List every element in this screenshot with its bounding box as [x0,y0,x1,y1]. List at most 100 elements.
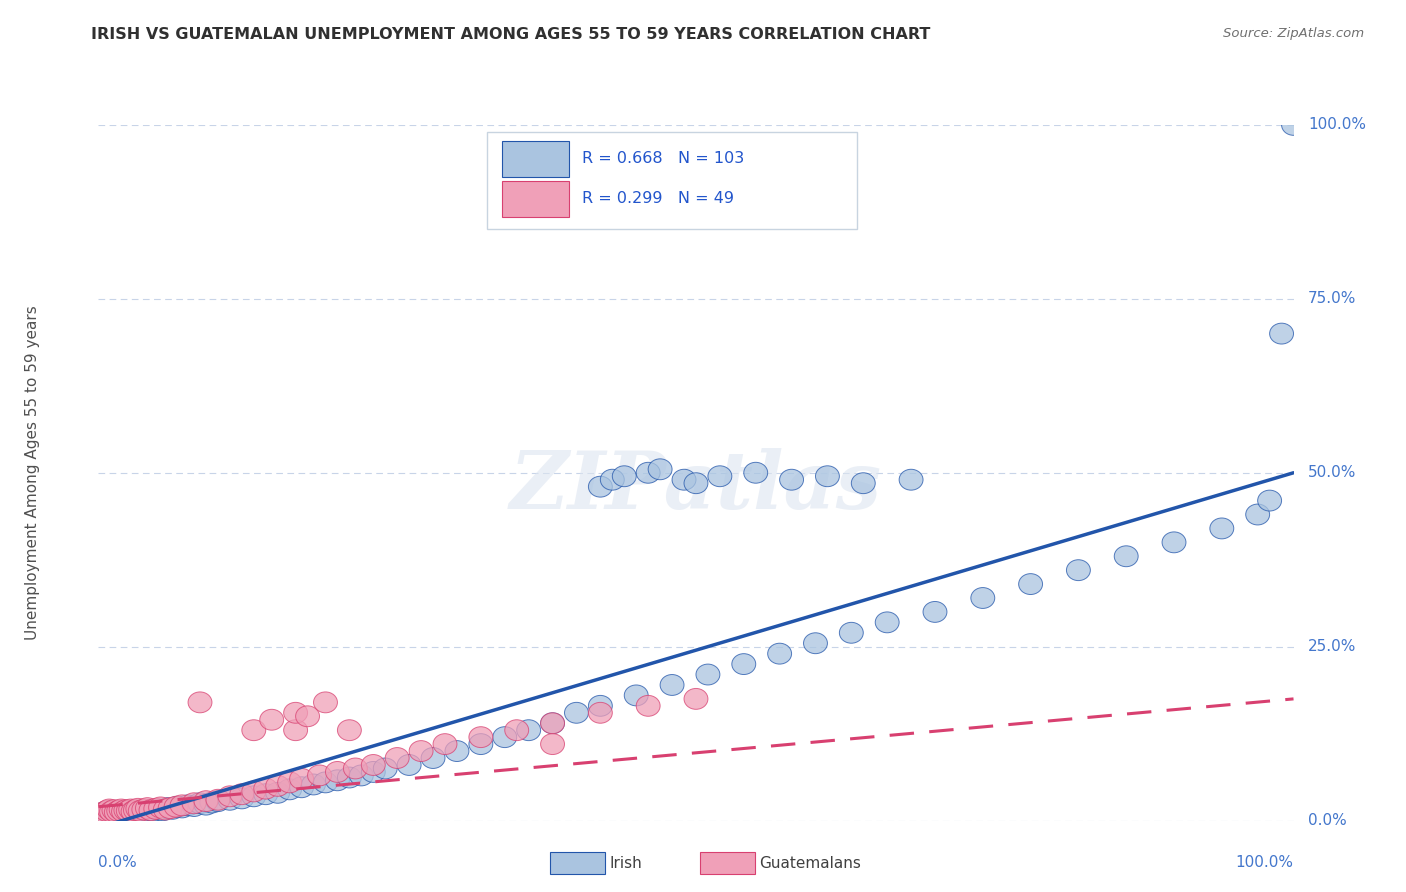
Ellipse shape [188,692,212,713]
Ellipse shape [636,696,661,716]
Ellipse shape [229,784,253,805]
Ellipse shape [170,795,194,816]
Ellipse shape [183,796,207,816]
Ellipse shape [685,473,709,493]
Ellipse shape [97,799,121,820]
Ellipse shape [1161,532,1187,553]
Ellipse shape [301,774,326,795]
Ellipse shape [505,720,529,740]
Text: Unemployment Among Ages 55 to 59 years: Unemployment Among Ages 55 to 59 years [25,305,41,640]
Ellipse shape [260,709,284,731]
Ellipse shape [115,803,139,823]
Ellipse shape [96,804,120,825]
Ellipse shape [114,800,138,821]
Ellipse shape [188,793,212,814]
Ellipse shape [325,770,350,790]
Ellipse shape [540,713,565,733]
Ellipse shape [110,803,134,823]
Ellipse shape [540,713,565,733]
Ellipse shape [468,733,494,755]
Ellipse shape [565,702,589,723]
Ellipse shape [851,473,875,493]
Ellipse shape [398,755,422,775]
Ellipse shape [685,689,709,709]
Ellipse shape [156,797,180,819]
Ellipse shape [90,805,114,825]
Ellipse shape [648,458,672,480]
Text: IRISH VS GUATEMALAN UNEMPLOYMENT AMONG AGES 55 TO 59 YEARS CORRELATION CHART: IRISH VS GUATEMALAN UNEMPLOYMENT AMONG A… [91,27,931,42]
Ellipse shape [111,801,135,822]
Ellipse shape [1282,114,1305,136]
Ellipse shape [107,802,131,822]
Ellipse shape [132,802,156,822]
Ellipse shape [361,755,385,775]
Ellipse shape [149,797,173,818]
Ellipse shape [266,775,290,797]
Ellipse shape [124,800,148,821]
Ellipse shape [229,788,253,809]
Ellipse shape [94,800,118,822]
Ellipse shape [218,789,242,810]
Ellipse shape [104,805,128,825]
Ellipse shape [900,469,922,491]
Ellipse shape [444,740,470,762]
Ellipse shape [103,804,127,825]
Ellipse shape [290,768,314,789]
Ellipse shape [492,727,517,747]
Ellipse shape [165,797,188,817]
Ellipse shape [153,799,177,820]
Ellipse shape [768,643,792,664]
Ellipse shape [588,476,613,497]
Text: 100.0%: 100.0% [1236,855,1294,871]
Ellipse shape [349,765,374,786]
Text: Guatemalans: Guatemalans [759,856,862,871]
Ellipse shape [94,803,118,824]
Ellipse shape [696,664,720,685]
Ellipse shape [636,462,661,483]
Ellipse shape [373,758,398,779]
Ellipse shape [839,623,863,643]
Ellipse shape [117,800,141,822]
Ellipse shape [121,804,145,825]
Ellipse shape [146,799,170,820]
Ellipse shape [295,706,319,727]
Ellipse shape [1114,546,1139,566]
Ellipse shape [600,469,624,491]
Ellipse shape [128,800,152,822]
Ellipse shape [103,803,127,823]
Ellipse shape [100,805,124,825]
Ellipse shape [672,469,696,491]
Ellipse shape [517,720,540,740]
Ellipse shape [624,685,648,706]
Ellipse shape [200,792,224,813]
Ellipse shape [337,720,361,740]
Ellipse shape [588,696,613,716]
Ellipse shape [159,797,183,819]
Text: Source: ZipAtlas.com: Source: ZipAtlas.com [1223,27,1364,40]
Ellipse shape [112,802,136,822]
Ellipse shape [422,747,446,768]
Ellipse shape [136,801,160,822]
FancyBboxPatch shape [486,132,858,229]
Ellipse shape [127,798,150,819]
Ellipse shape [114,803,138,824]
FancyBboxPatch shape [502,141,569,177]
Ellipse shape [325,762,350,782]
Ellipse shape [170,797,194,818]
Ellipse shape [118,801,142,822]
Text: 50.0%: 50.0% [1308,466,1357,480]
Ellipse shape [779,469,804,491]
Ellipse shape [118,803,142,824]
FancyBboxPatch shape [550,852,605,874]
Ellipse shape [111,804,135,825]
Ellipse shape [122,803,146,823]
Ellipse shape [254,778,278,799]
Ellipse shape [207,789,231,810]
Ellipse shape [150,800,174,821]
Ellipse shape [143,798,167,819]
Ellipse shape [970,588,994,608]
Ellipse shape [218,786,242,806]
Text: 75.0%: 75.0% [1308,292,1357,306]
Ellipse shape [242,720,266,740]
Ellipse shape [166,797,190,817]
